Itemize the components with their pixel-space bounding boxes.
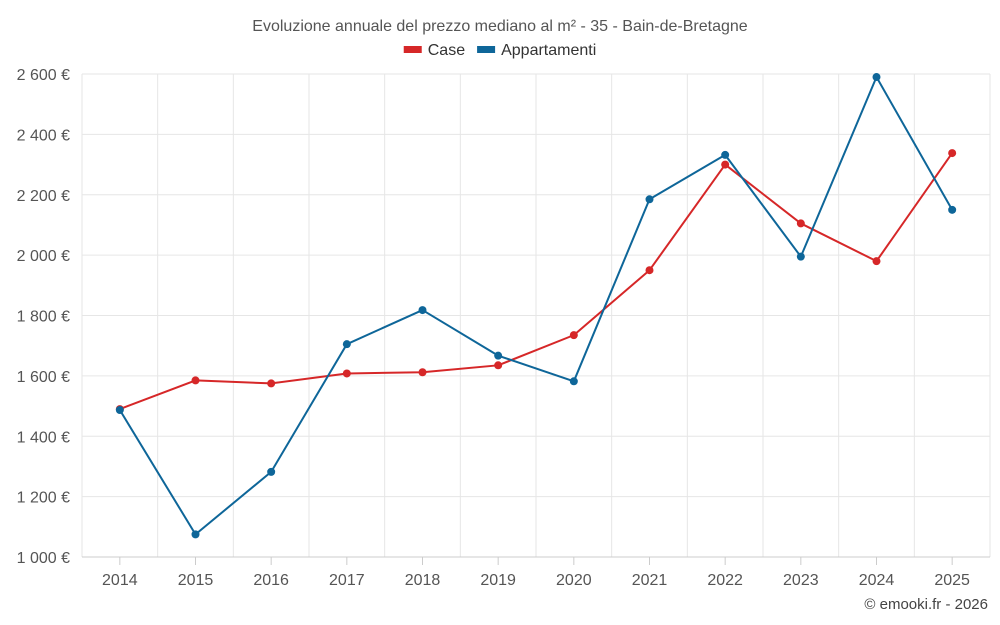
y-tick-label: 2 000 € [17,248,70,265]
data-point-appartamenti[interactable] [796,252,805,261]
y-tick-label: 2 200 € [17,188,70,205]
y-axis: 1 000 € 1 200 € 1 400 € 1 600 € 1 800 € 2 000… [17,67,70,567]
data-point-case[interactable] [645,266,654,275]
y-tick-label: 2 400 € [17,127,70,144]
y-tick-label: 1 400 € [17,429,70,446]
data-point-appartamenti[interactable] [645,195,654,204]
legend-item-appartamenti[interactable]: Appartamenti [477,42,596,59]
data-point-appartamenti[interactable] [948,205,957,214]
x-tick-label: 2015 [178,572,214,589]
data-point-appartamenti[interactable] [342,340,351,349]
data-point-appartamenti[interactable] [191,530,200,539]
x-tick-label: 2016 [253,572,289,589]
data-point-case[interactable] [569,331,578,340]
series-line-case [119,152,953,411]
grid [81,73,991,558]
data-point-case[interactable] [267,379,276,388]
data-point-appartamenti[interactable] [494,351,503,360]
data-point-case[interactable] [342,369,351,378]
credit-text: © emooki.fr - 2026 [864,596,988,613]
legend-swatch [477,46,496,53]
data-point-case[interactable] [418,368,427,377]
data-point-appartamenti[interactable] [418,306,427,315]
chart-title: Evoluzione annuale del prezzo mediano al… [252,18,748,35]
data-point-case[interactable] [721,160,730,169]
x-tick-label: 2024 [859,572,895,589]
legend: Case Appartamenti [403,42,596,59]
series [115,73,957,539]
y-tick-label: 1 800 € [17,309,70,326]
data-point-appartamenti[interactable] [267,467,276,476]
data-point-case[interactable] [494,361,503,370]
data-point-case[interactable] [948,149,957,158]
y-tick-label: 1 600 € [17,369,70,386]
legend-label: Case [428,42,465,59]
series-line-appartamenti [118,76,954,536]
data-point-case[interactable] [796,219,805,228]
x-tick-label: 2019 [480,572,516,589]
legend-swatch [403,46,422,53]
x-tick-label: 2020 [556,572,592,589]
data-point-appartamenti[interactable] [872,73,881,82]
x-tick-label: 2023 [783,572,819,589]
x-axis: 2014 2015 2016 2017 2018 2019 2020 2021 2022 2023… [102,557,970,589]
data-point-appartamenti[interactable] [115,405,124,414]
x-tick-label: 2017 [329,572,365,589]
x-tick-label: 2014 [102,572,138,589]
data-point-appartamenti[interactable] [721,150,730,159]
legend-item-case[interactable]: Case [403,42,465,59]
x-tick-label: 2022 [707,572,743,589]
x-tick-label: 2025 [934,572,970,589]
x-tick-label: 2018 [405,572,441,589]
data-point-appartamenti[interactable] [569,377,578,386]
data-point-case[interactable] [872,257,881,266]
y-tick-label: 2 600 € [17,67,70,84]
data-point-case[interactable] [191,376,200,385]
y-tick-label: 1 200 € [17,490,70,507]
y-tick-label: 1 000 € [17,550,70,567]
x-tick-label: 2021 [632,572,668,589]
legend-label: Appartamenti [501,42,596,59]
